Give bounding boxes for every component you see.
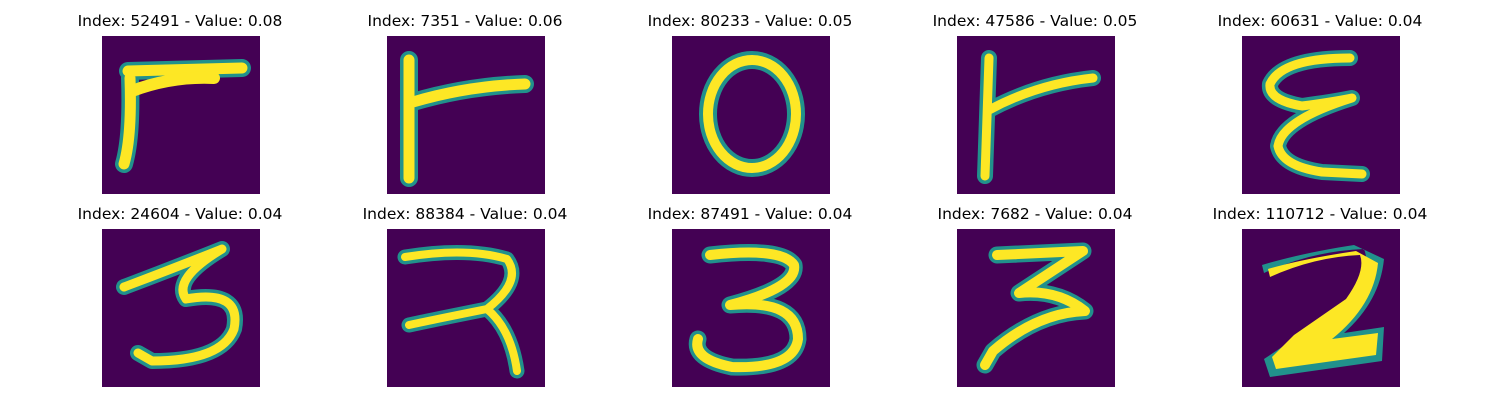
digit-image [102, 36, 260, 194]
panel-title: Index: 60631 - Value: 0.04 [1217, 12, 1423, 30]
panel-title: Index: 47586 - Value: 0.05 [932, 12, 1138, 30]
digit-image [387, 229, 545, 387]
panel-title: Index: 52491 - Value: 0.08 [77, 12, 283, 30]
digit-image [672, 36, 830, 194]
panel-title: Index: 87491 - Value: 0.04 [647, 205, 853, 223]
digit-image [672, 229, 830, 387]
panel-title: Index: 80233 - Value: 0.05 [647, 12, 853, 30]
digit-image [1242, 229, 1400, 387]
digit-image [957, 229, 1115, 387]
digit-image [957, 36, 1115, 194]
digit-image [102, 229, 260, 387]
panel-title: Index: 7351 - Value: 0.06 [367, 12, 563, 30]
digit-image [1242, 36, 1400, 194]
panel-title: Index: 110712 - Value: 0.04 [1212, 205, 1428, 223]
panel-title: Index: 88384 - Value: 0.04 [362, 205, 568, 223]
panel-title: Index: 7682 - Value: 0.04 [937, 205, 1133, 223]
panel-title: Index: 24604 - Value: 0.04 [77, 205, 283, 223]
digit-image [387, 36, 545, 194]
